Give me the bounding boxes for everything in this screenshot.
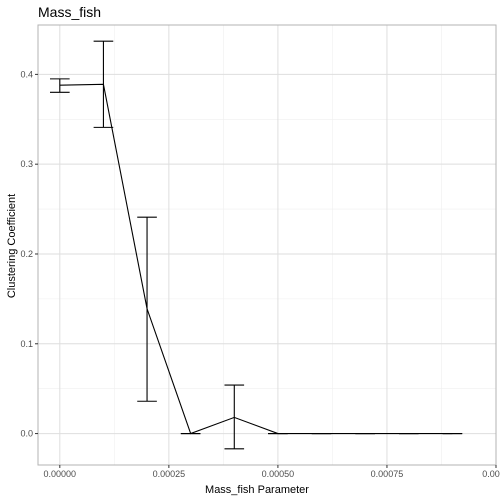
x-tick-label: 0.00050 [262,469,295,479]
panel-border [37,24,497,466]
y-tick-label: 0.3 [20,159,33,169]
x-tick-labels: 0.00000 0.00025 0.00050 0.00075 0.0010 [44,469,500,479]
y-tick-label: 0.1 [20,339,33,349]
y-tick-label: 0.0 [20,429,33,439]
data-marks [49,40,463,450]
x-axis-title: Mass_fish Parameter [205,484,309,496]
y-tick-label: 0.4 [20,69,33,79]
x-tick-label: 0.00075 [371,469,404,479]
series-line [59,83,453,435]
grid-minor [38,25,496,465]
y-tick-label: 0.2 [20,249,33,259]
x-tick-label: 0.00025 [153,469,186,479]
x-tick-label: 0.00000 [44,469,77,479]
y-axis-title: Clustering Coefficient [6,194,18,298]
y-tick-labels: 0.0 0.1 0.2 0.3 0.4 [20,69,33,438]
axis-ticks [35,73,497,468]
chart-title: Mass_fish [38,4,101,20]
grid-major [38,25,497,465]
x-tick-label: 0.0010 [482,469,500,479]
